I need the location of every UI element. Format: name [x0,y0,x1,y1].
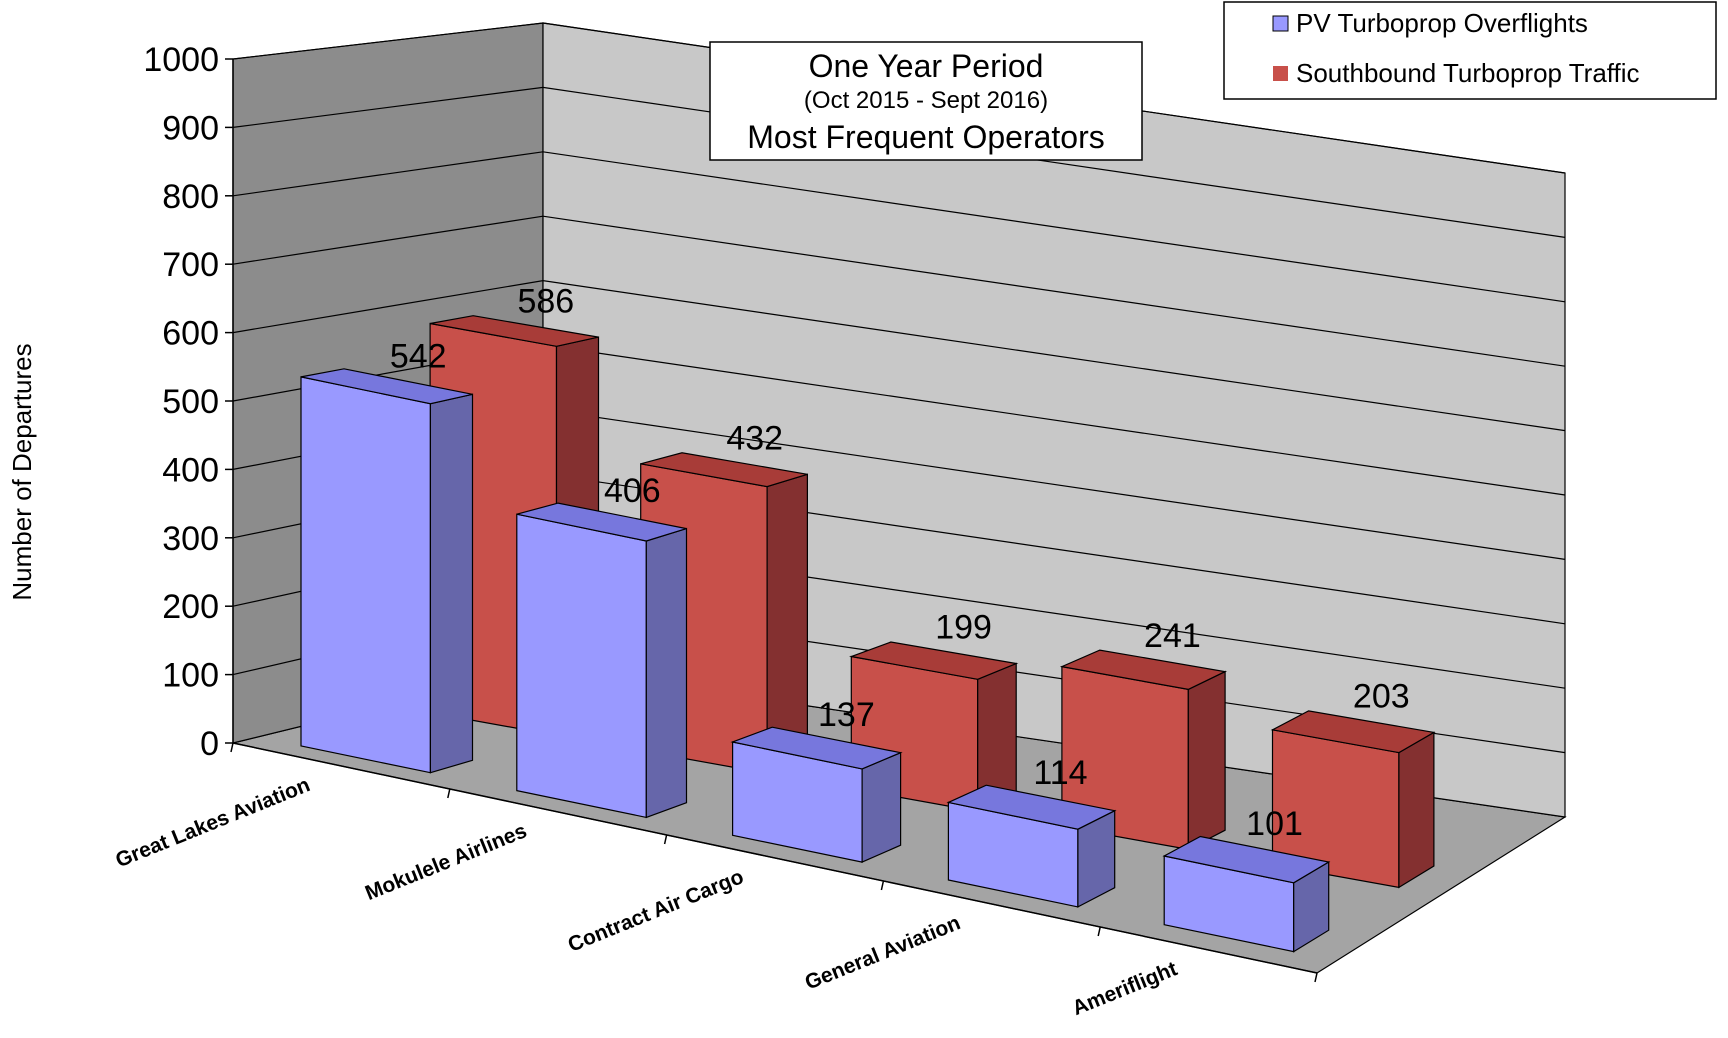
x-category-label: Contract Air Cargo [565,865,747,956]
data-label: 101 [1246,805,1303,843]
x-category-label: Great Lakes Aviation [112,773,313,872]
bars [300,315,1436,953]
y-tick-label: 500 [162,383,219,421]
y-tick-label: 1000 [143,41,219,79]
bar-pv [946,784,1117,908]
y-tick-label: 100 [162,657,219,695]
chart-subtitle: (Oct 2015 - Sept 2016) [804,87,1048,114]
axes [225,58,1318,983]
legend-frame [1223,1,1717,100]
gridline [232,22,1566,174]
gridline [232,86,1566,238]
data-label: 241 [1144,617,1201,655]
data-labels: 586 432 199 241 203 542 406 137 114 101 [390,282,1410,843]
data-label: 406 [604,472,661,510]
bar-pv [516,502,688,819]
legend-label-southbound: Southbound Turboprop Traffic [1296,58,1640,88]
y-tick-label: 200 [162,588,219,626]
chart-title: One Year Period [809,48,1044,84]
bar-pv [1162,835,1331,953]
data-label: 542 [390,338,447,376]
data-label: 114 [1033,754,1087,792]
x-category-label: General Aviation [802,911,964,994]
y-axis-label: Number of Departures [7,343,37,600]
y-tick-label: 800 [162,178,219,216]
gridline [232,279,1566,432]
data-label: 203 [1353,678,1410,716]
x-tick-mark [663,834,668,845]
legend-swatch-pv [1272,15,1289,32]
x-tick-mark [880,880,885,891]
data-label: 199 [935,609,992,647]
y-tick-label: 400 [162,451,219,489]
gridline [232,151,1566,303]
data-label: 137 [818,696,875,734]
x-tick-mark [447,788,451,799]
bar-southbound [1270,710,1436,889]
x-category-label: Ameriflight [1069,957,1180,1020]
chart-title-line3: Most Frequent Operators [747,119,1104,155]
title-box: One Year Period (Oct 2015 - Sept 2016) M… [709,41,1143,161]
y-tick-label: 600 [162,315,219,353]
legend: PV Turboprop Overflights Southbound Turb… [1223,1,1717,100]
legend-swatch-southbound [1273,66,1288,81]
bar-pv [730,726,903,864]
y-tick-label: 700 [162,246,219,284]
gridline [232,215,1566,367]
x-tick-mark [1097,926,1101,937]
data-label: 586 [517,282,574,320]
data-label: 432 [726,420,783,458]
x-category-label: Mokulele Airlines [362,819,530,905]
y-tick-label: 900 [162,109,219,147]
bar-southbound [1059,649,1228,851]
legend-label-pv: PV Turboprop Overflights [1296,8,1588,38]
bar-pv [300,368,474,774]
x-tick-mark [230,742,234,753]
title-box-frame [709,41,1143,161]
y-tick-labels: 0 100 200 300 400 500 600 700 800 900 1000 [143,41,219,763]
x-tick-mark [1314,972,1318,983]
y-tick-label: 300 [162,520,219,558]
x-axis-line [232,742,1318,974]
y-tick-label: 0 [200,725,219,763]
